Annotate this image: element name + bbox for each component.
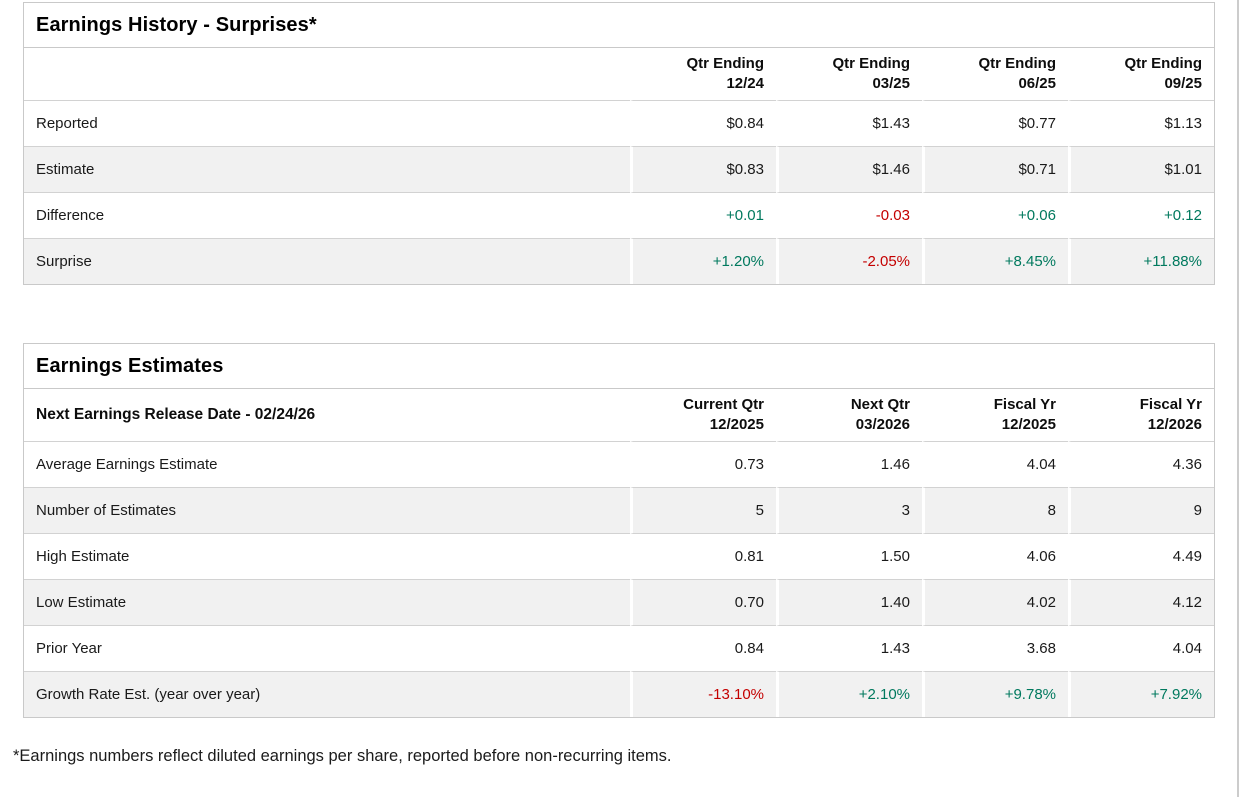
column-header-line: Qtr Ending xyxy=(1124,54,1203,72)
table-row: Estimate $0.83 $1.46 $0.71 $1.01 xyxy=(24,146,1214,192)
earnings-estimates-section: Earnings Estimates Next Earnings Release… xyxy=(23,343,1215,718)
cell-value: 1.43 xyxy=(776,625,922,671)
cell-value: 4.04 xyxy=(1068,625,1214,671)
row-label: Low Estimate xyxy=(24,579,630,625)
earnings-history-table: Qtr Ending 12/24 Qtr Ending 03/25 Qtr Ending… xyxy=(24,48,1214,284)
cell-value: $1.13 xyxy=(1068,100,1214,146)
column-header-line: 03/25 xyxy=(872,75,910,92)
column-header-line: Fiscal Yr xyxy=(1139,395,1202,413)
cell-value: 4.06 xyxy=(922,533,1068,579)
cell-value: 0.73 xyxy=(630,441,776,487)
next-earnings-release-heading: Next Earnings Release Date - 02/24/26 xyxy=(36,406,316,423)
cell-value: +1.20% xyxy=(630,238,776,284)
cell-value: 8 xyxy=(922,487,1068,533)
cell-value: 4.04 xyxy=(922,441,1068,487)
cell-value: 0.70 xyxy=(630,579,776,625)
column-header-line: Qtr Ending xyxy=(686,54,765,72)
table-row: Low Estimate 0.70 1.40 4.02 4.12 xyxy=(24,579,1214,625)
row-label: Average Earnings Estimate xyxy=(24,441,630,487)
panel-right-border xyxy=(1237,0,1239,797)
cell-value: -13.10% xyxy=(630,671,776,717)
column-header: Current Qtr 12/2025 xyxy=(630,389,776,441)
column-header-line: 12/2025 xyxy=(1001,416,1056,433)
cell-value: +2.10% xyxy=(776,671,922,717)
cell-value: 5 xyxy=(630,487,776,533)
cell-value: $0.77 xyxy=(922,100,1068,146)
row-label: Difference xyxy=(24,192,630,238)
column-header-line: Fiscal Yr xyxy=(993,395,1056,413)
earnings-history-section: Earnings History - Surprises* Qtr Ending… xyxy=(23,2,1215,285)
cell-value: +0.01 xyxy=(630,192,776,238)
cell-value: $1.43 xyxy=(776,100,922,146)
earnings-page: Earnings History - Surprises* Qtr Ending… xyxy=(13,2,1215,765)
cell-value: $0.71 xyxy=(922,146,1068,192)
column-header: Qtr Ending 12/24 xyxy=(630,48,776,100)
earnings-estimates-table: Next Earnings Release Date - 02/24/26 Cur… xyxy=(24,389,1214,717)
earnings-estimates-title: Earnings Estimates xyxy=(24,344,1214,389)
cell-value: 1.40 xyxy=(776,579,922,625)
cell-value: +8.45% xyxy=(922,238,1068,284)
row-label-heading-spacer xyxy=(24,48,630,100)
column-header: Qtr Ending 06/25 xyxy=(922,48,1068,100)
cell-value: $0.84 xyxy=(630,100,776,146)
column-header-line: Current Qtr xyxy=(683,395,764,413)
cell-value: -2.05% xyxy=(776,238,922,284)
cell-value: 1.50 xyxy=(776,533,922,579)
cell-value: $1.46 xyxy=(776,146,922,192)
row-label: Surprise xyxy=(24,238,630,284)
cell-value: +9.78% xyxy=(922,671,1068,717)
column-header: Fiscal Yr 12/2025 xyxy=(922,389,1068,441)
column-header-line: 12/2025 xyxy=(709,416,764,433)
column-header: Qtr Ending 03/25 xyxy=(776,48,922,100)
row-label: Growth Rate Est. (year over year) xyxy=(24,671,630,717)
cell-value: +7.92% xyxy=(1068,671,1214,717)
column-header-line: 03/2026 xyxy=(855,416,910,433)
cell-value: 4.02 xyxy=(922,579,1068,625)
column-header-line: Qtr Ending xyxy=(832,54,911,72)
cell-value: +11.88% xyxy=(1068,238,1214,284)
column-header-line: Next Qtr xyxy=(850,395,910,413)
cell-value: 4.12 xyxy=(1068,579,1214,625)
column-header-line: 12/2026 xyxy=(1147,416,1202,433)
column-header-line: Qtr Ending xyxy=(978,54,1057,72)
column-header: Fiscal Yr 12/2026 xyxy=(1068,389,1214,441)
row-label: Estimate xyxy=(24,146,630,192)
cell-value: $0.83 xyxy=(630,146,776,192)
column-header-line: 09/25 xyxy=(1164,75,1202,92)
cell-value: 3 xyxy=(776,487,922,533)
cell-value: 4.36 xyxy=(1068,441,1214,487)
row-label: Reported xyxy=(24,100,630,146)
header-row: Next Earnings Release Date - 02/24/26 Cur… xyxy=(24,389,1214,441)
column-header-line: 12/24 xyxy=(726,75,764,92)
cell-value: 1.46 xyxy=(776,441,922,487)
cell-value: +0.12 xyxy=(1068,192,1214,238)
row-label: Number of Estimates xyxy=(24,487,630,533)
cell-value: -0.03 xyxy=(776,192,922,238)
table-row: Surprise +1.20% -2.05% +8.45% +11.88% xyxy=(24,238,1214,284)
table-row: Number of Estimates 5 3 8 9 xyxy=(24,487,1214,533)
earnings-history-title: Earnings History - Surprises* xyxy=(24,3,1214,48)
cell-value: 3.68 xyxy=(922,625,1068,671)
table-row: High Estimate 0.81 1.50 4.06 4.49 xyxy=(24,533,1214,579)
column-header: Qtr Ending 09/25 xyxy=(1068,48,1214,100)
table-row: Difference +0.01 -0.03 +0.06 +0.12 xyxy=(24,192,1214,238)
cell-value: 0.81 xyxy=(630,533,776,579)
cell-value: $1.01 xyxy=(1068,146,1214,192)
earnings-footnote: *Earnings numbers reflect diluted earnin… xyxy=(13,747,672,765)
cell-value: 9 xyxy=(1068,487,1214,533)
row-label: High Estimate xyxy=(24,533,630,579)
table-row: Average Earnings Estimate 0.73 1.46 4.04 4.3… xyxy=(24,441,1214,487)
cell-value: 0.84 xyxy=(630,625,776,671)
column-header: Next Qtr 03/2026 xyxy=(776,389,922,441)
cell-value: 4.49 xyxy=(1068,533,1214,579)
table-row: Prior Year 0.84 1.43 3.68 4.04 xyxy=(24,625,1214,671)
cell-value: +0.06 xyxy=(922,192,1068,238)
table-row: Reported $0.84 $1.43 $0.77 $1.13 xyxy=(24,100,1214,146)
table-row: Growth Rate Est. (year over year) -13.10%… xyxy=(24,671,1214,717)
row-label: Prior Year xyxy=(24,625,630,671)
column-header-line: 06/25 xyxy=(1018,75,1056,92)
header-row: Qtr Ending 12/24 Qtr Ending 03/25 Qtr Ending… xyxy=(24,48,1214,100)
